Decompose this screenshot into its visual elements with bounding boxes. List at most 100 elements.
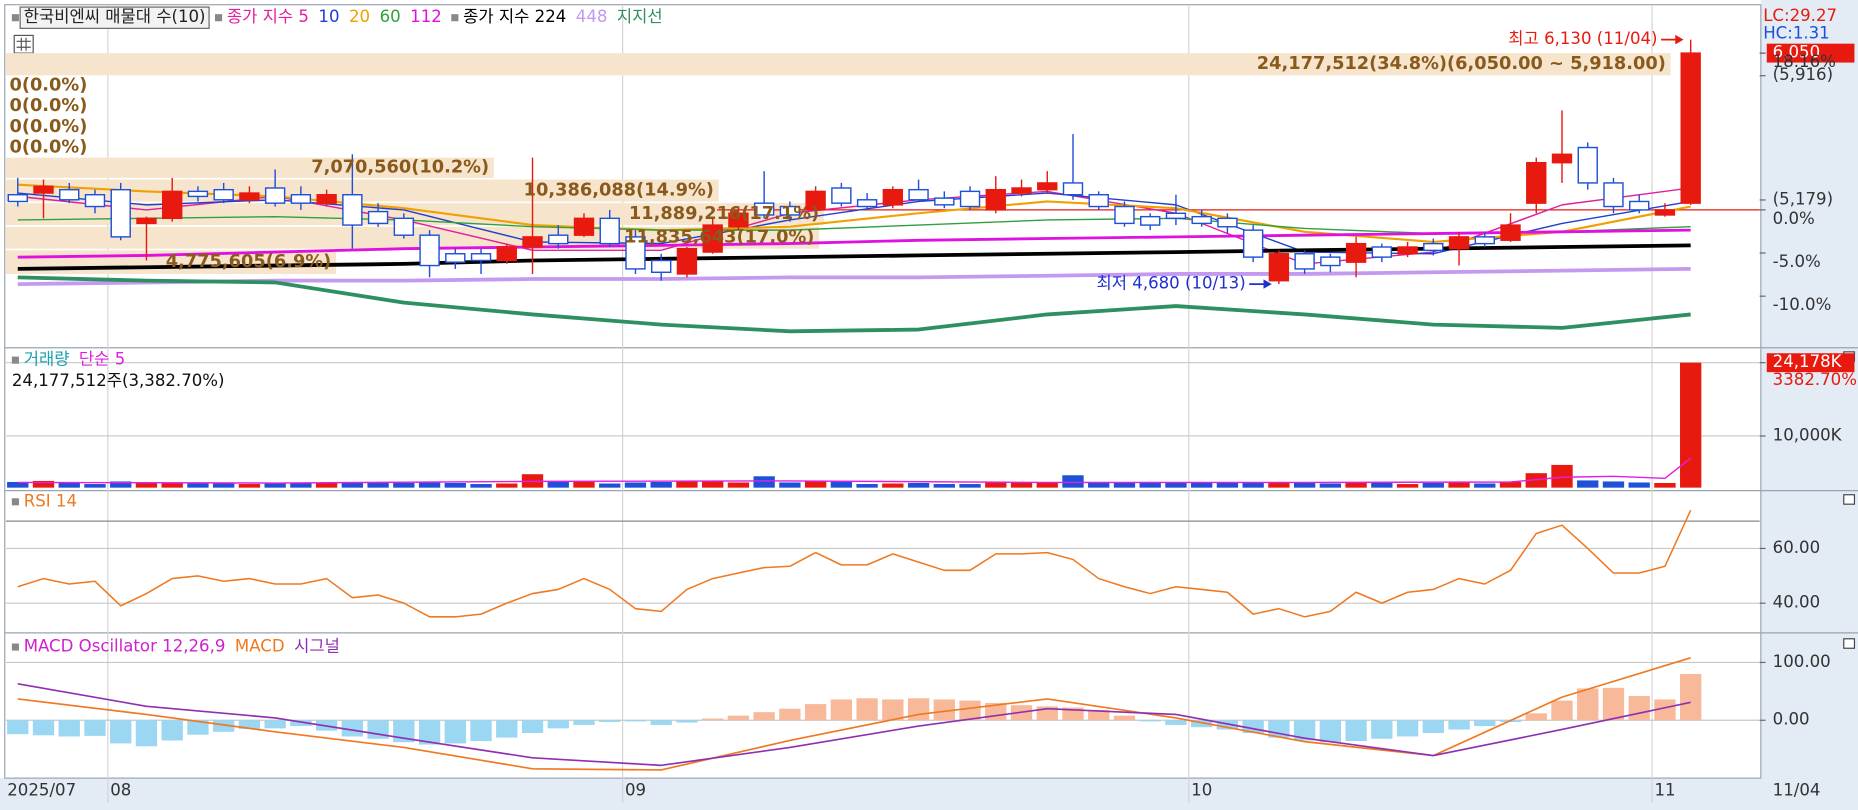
x-tick-label: 11 bbox=[1654, 781, 1675, 800]
volume-bar bbox=[1448, 482, 1470, 488]
legend-entry: MACD Oscillator 12,26,9 bbox=[24, 637, 226, 656]
legend-entry: 지지선 bbox=[617, 7, 663, 26]
candle-body bbox=[316, 194, 337, 204]
oscillator-bar bbox=[1139, 720, 1161, 722]
x-cursor-label: 11/04 bbox=[1773, 781, 1821, 800]
oscillator-bar bbox=[161, 720, 183, 741]
candle-body bbox=[419, 234, 440, 267]
volume-ratio-label: 3382.70% bbox=[1773, 370, 1857, 389]
right-axis-area bbox=[1760, 0, 1858, 810]
corner-label: LC:29.27 bbox=[1763, 6, 1837, 25]
candle-body bbox=[1551, 153, 1573, 164]
series-line bbox=[17, 228, 1691, 259]
volume-bar bbox=[1242, 483, 1264, 488]
volume-bar bbox=[1499, 481, 1522, 488]
candle-body bbox=[1474, 236, 1495, 245]
close-button[interactable] bbox=[1843, 494, 1856, 505]
oscillator-bar bbox=[1551, 700, 1573, 721]
oscillator-bar bbox=[599, 720, 621, 722]
legend-title-box bbox=[19, 6, 210, 29]
volume-bar bbox=[599, 483, 621, 488]
candle-body bbox=[1397, 246, 1418, 255]
candle-body bbox=[1294, 253, 1315, 270]
candle-body bbox=[264, 187, 286, 204]
oscillator-bar bbox=[187, 720, 209, 735]
volume-bar bbox=[1191, 483, 1213, 488]
candle-body bbox=[342, 194, 363, 226]
candle-body bbox=[187, 190, 209, 198]
volume-bar bbox=[1088, 481, 1110, 488]
volume-bar bbox=[238, 484, 261, 488]
candle-body bbox=[573, 217, 595, 236]
volume-bar bbox=[907, 483, 930, 488]
oscillator-bar bbox=[727, 715, 750, 721]
oscillator-bar bbox=[573, 720, 595, 725]
close-button[interactable] bbox=[1843, 638, 1856, 649]
candle-body bbox=[1037, 182, 1058, 191]
candle-body bbox=[239, 192, 260, 201]
oscillator-bar bbox=[1474, 720, 1496, 727]
legend-entry: 112 bbox=[410, 7, 442, 26]
volume-bar bbox=[58, 483, 80, 488]
oscillator-bar bbox=[1371, 720, 1393, 739]
oscillator-bar bbox=[135, 720, 158, 747]
y-tick-label: 18.16% bbox=[1773, 52, 1836, 71]
candle-body bbox=[548, 234, 569, 245]
y-tick-label: (5,179) bbox=[1773, 189, 1833, 208]
oscillator-bar bbox=[1525, 713, 1547, 721]
legend-entry: 448 bbox=[576, 7, 608, 26]
oscillator-bar bbox=[264, 720, 286, 729]
candle-body bbox=[1680, 52, 1701, 204]
legend-entry: 시그널 bbox=[294, 637, 340, 656]
candle-body bbox=[33, 185, 54, 194]
candle-body bbox=[1191, 215, 1212, 225]
candle-body bbox=[882, 188, 904, 206]
candle-body bbox=[1217, 217, 1238, 228]
candle-body bbox=[7, 194, 28, 203]
oscillator-bar bbox=[779, 708, 801, 721]
oscillator-bar bbox=[882, 699, 904, 721]
oscillator-bar bbox=[521, 720, 544, 733]
candle-body bbox=[908, 188, 929, 201]
volume-profile-label: 0(0.0%) bbox=[9, 137, 87, 157]
volume-bar bbox=[1654, 483, 1676, 488]
volume-bar bbox=[1602, 481, 1625, 488]
oscillator-bar bbox=[650, 720, 672, 725]
grid-icon[interactable] bbox=[13, 34, 34, 54]
volume-profile-band bbox=[5, 53, 1671, 76]
volume-bar bbox=[213, 483, 235, 488]
y-tick-label: -10.0% bbox=[1773, 295, 1832, 314]
candle-body bbox=[213, 188, 234, 201]
volume-bar bbox=[444, 483, 466, 488]
volume-bar bbox=[496, 483, 518, 488]
candle-body bbox=[985, 188, 1006, 211]
legend-marker bbox=[451, 14, 459, 22]
candle-body bbox=[59, 188, 80, 201]
candle-body bbox=[162, 190, 183, 220]
volume-bar bbox=[650, 481, 672, 488]
volume-bar bbox=[1680, 362, 1702, 488]
oscillator-bar bbox=[110, 720, 132, 744]
volume-bar bbox=[110, 481, 132, 488]
volume-profile-label: 4,775,605(6.9%) bbox=[166, 252, 332, 272]
legend-entry: 종가 지수 5 bbox=[227, 7, 309, 26]
volume-bar bbox=[187, 483, 209, 488]
candle-body bbox=[290, 194, 312, 204]
candle-body bbox=[1526, 161, 1547, 204]
annotation-arrowhead bbox=[1263, 279, 1272, 289]
x-tick-label: 2025/07 bbox=[7, 781, 76, 800]
volume-bar bbox=[135, 482, 158, 488]
y-tick-label: 40.00 bbox=[1773, 593, 1820, 612]
volume-bar bbox=[1396, 484, 1419, 488]
oscillator-bar bbox=[1654, 699, 1676, 721]
grid-icon-lines bbox=[16, 37, 31, 51]
legend-marker bbox=[11, 498, 19, 506]
candle-body bbox=[1603, 182, 1624, 208]
legend-entry: 종가 지수 224 bbox=[463, 7, 566, 26]
candle-body bbox=[779, 205, 801, 216]
volume-bar bbox=[804, 481, 827, 488]
annotation: 최저 4,680 (10/13) bbox=[1097, 274, 1246, 293]
candle-body bbox=[136, 217, 157, 225]
x-tick-label: 08 bbox=[110, 781, 131, 800]
